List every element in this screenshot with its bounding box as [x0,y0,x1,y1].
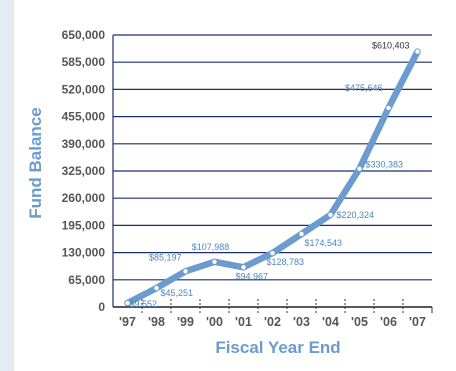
x-tick-label: '01 [235,315,252,329]
data-label: $330,383 [366,160,404,170]
data-label: $610,403 [372,41,410,51]
x-tick-label: '98 [148,315,165,329]
x-tick-label: '07 [409,315,426,329]
y-tick-label: 130,000 [62,246,106,260]
x-tick-label: '05 [351,315,368,329]
data-point [415,49,420,54]
data-labels: $9,552$45,251 $85,197 $107,988 $94,967 $128,… [130,41,410,309]
y-tick-label: 390,000 [62,137,106,151]
x-tick-labels: '97 '98 '99 '00 '01 '02 '03 '04 '05 '06 '07 [119,315,426,329]
data-label: $174,543 [305,238,343,248]
x-tick-label: '00 [206,315,223,329]
data-point [299,231,304,237]
x-tick-label: '03 [293,315,310,329]
y-tick-label: 650,000 [62,28,106,42]
data-point [357,166,362,171]
y-tick-label: 455,000 [62,110,106,124]
y-tick-label: 520,000 [62,82,106,96]
data-point [241,265,246,270]
y-tick-label: 65,000 [68,273,105,287]
y-tick-label: 260,000 [62,191,106,205]
data-label: $475,646 [345,83,383,93]
data-point [212,259,217,265]
x-tick-label: '97 [119,315,136,329]
y-tick-labels: 0 65,000 130,000 195,000 260,000 325,000 390,0… [62,28,106,314]
data-point [125,300,130,306]
y-axis-title: Fund Balance [26,107,45,218]
y-tick-label: 0 [98,300,105,314]
data-label: $9,552 [130,299,158,309]
data-label: $128,783 [267,257,305,267]
data-label: $94,967 [236,271,269,281]
data-point [386,105,391,111]
y-tick-label: 585,000 [62,55,106,69]
x-axis-title: Fiscal Year End [215,338,340,357]
data-label: $45,251 [161,288,194,298]
data-point [154,285,159,291]
data-label: $85,197 [149,252,182,262]
x-tick-label: '02 [264,315,281,329]
data-label: $107,988 [192,242,230,252]
data-point [270,250,275,256]
data-point [328,212,333,218]
data-points [125,49,420,306]
y-tick-label: 325,000 [62,164,106,178]
x-tick-label: '04 [322,315,339,329]
data-label: $220,324 [337,210,375,220]
y-tick-label: 195,000 [62,218,106,232]
data-point [183,269,188,274]
page-left-shade [0,0,14,371]
x-tick-label: '99 [177,315,194,329]
x-tick-label: '06 [380,315,397,329]
